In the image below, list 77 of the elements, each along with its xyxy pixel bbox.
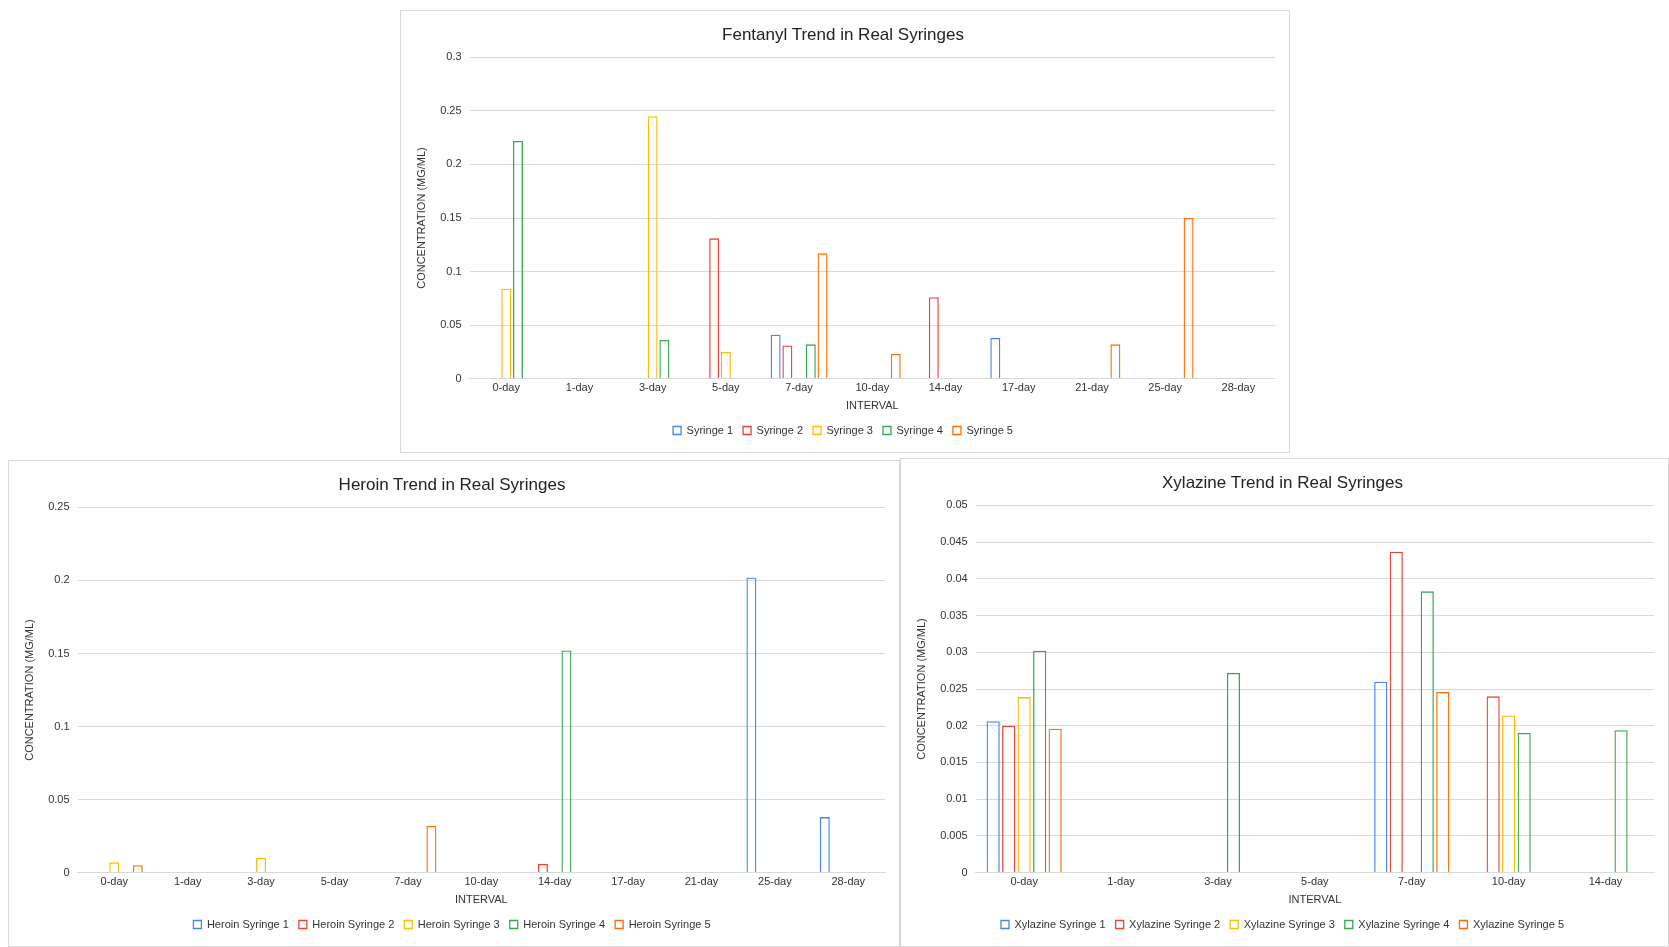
x-tick-label: 5-day [712, 381, 741, 394]
x-tick-label: 7-day [785, 381, 814, 394]
x-tick-label: 7-day [394, 875, 423, 888]
x-tick-label: 10-day [855, 381, 890, 394]
legend-label: Heroin Syringe 5 [628, 917, 711, 930]
x-tick-label: 25-day [758, 875, 793, 888]
x-axis-title: INTERVAL [845, 399, 899, 412]
y-tick-label: 0.2 [446, 157, 462, 170]
x-tick-label: 0-day [100, 875, 129, 888]
y-tick-label: 0.15 [440, 211, 462, 224]
y-tick-label: 0 [455, 371, 462, 384]
legend-label: Syringe 4 [896, 423, 943, 436]
x-tick-label: 1-day [1107, 875, 1136, 888]
y-tick-label: 0.005 [940, 828, 968, 841]
legend-label: Syringe 5 [966, 423, 1013, 436]
x-tick-label: 25-day [1148, 381, 1183, 394]
x-axis-title: INTERVAL [1288, 893, 1342, 906]
y-tick-label: 0.25 [440, 103, 462, 116]
legend-label: Xylazine Syringe 5 [1472, 917, 1565, 930]
x-tick-label: 7-day [1397, 875, 1427, 888]
legend-label: Syringe 2 [756, 423, 804, 436]
x-axis-title: INTERVAL [454, 893, 508, 906]
y-tick-label: 0.01 [946, 792, 968, 805]
legend-label: Heroin Syringe 2 [312, 917, 395, 930]
y-tick-label: 0.03 [946, 645, 968, 658]
x-tick-label: 1-day [565, 381, 594, 394]
y-tick-label: 0.015 [940, 755, 968, 768]
y-tick-label: 0 [63, 865, 70, 878]
legend-label: Xylazine Syringe 4 [1358, 917, 1450, 930]
y-axis-title: CONCENTRATION (MG/ML) [414, 147, 427, 289]
x-tick-label: 5-day [320, 875, 349, 888]
legend-label: Heroin Syringe 3 [417, 917, 500, 930]
x-tick-label: 21-day [1075, 381, 1110, 394]
y-tick-label: 0.05 [946, 498, 968, 511]
y-tick-label: 0.05 [440, 318, 462, 331]
x-tick-label: 14-day [537, 875, 573, 888]
chart-title: Heroin Trend in Real Syringes [338, 474, 566, 494]
y-tick-label: 0.05 [48, 792, 70, 805]
x-tick-label: 3-day [1204, 875, 1233, 888]
x-tick-label: 10-day [1491, 875, 1526, 888]
x-tick-label: 14-day [928, 381, 963, 394]
x-tick-label: 0-day [492, 381, 521, 394]
x-tick-label: 28-day [1221, 381, 1256, 394]
legend-label: Xylazine Syringe 1 [1014, 917, 1106, 930]
chart-title: Fentanyl Trend in Real Syringes [722, 24, 964, 44]
legend-label: Heroin Syringe 1 [206, 917, 289, 930]
x-tick-label: 5-day [1301, 875, 1330, 888]
y-tick-label: 0.045 [940, 535, 968, 548]
y-tick-label: 0.02 [946, 718, 968, 731]
x-tick-label: 28-day [831, 875, 866, 888]
x-tick-label: 3-day [638, 381, 667, 394]
y-tick-label: 0.1 [446, 264, 462, 277]
y-tick-label: 0 [961, 865, 968, 878]
legend-label: Heroin Syringe 4 [523, 917, 606, 930]
x-tick-label: 0-day [1010, 875, 1039, 888]
chart-title: Xylazine Trend in Real Syringes [1162, 472, 1403, 492]
y-tick-label: 0.3 [446, 50, 462, 63]
x-tick-label: 3-day [247, 875, 276, 888]
x-tick-label: 21-day [684, 875, 719, 888]
y-tick-label: 0.25 [48, 500, 70, 513]
y-tick-label: 0.035 [940, 608, 968, 621]
y-axis-title: CONCENTRATION (MG/ML) [22, 619, 35, 761]
x-tick-label: 14-day [1588, 875, 1623, 888]
y-tick-label: 0.025 [940, 682, 968, 695]
legend-label: Xylazine Syringe 2 [1129, 917, 1221, 930]
y-axis-title: CONCENTRATION (MG/ML) [914, 618, 927, 760]
y-tick-label: 0.04 [946, 571, 968, 584]
y-tick-label: 0.15 [48, 646, 70, 659]
y-tick-label: 0.1 [54, 719, 70, 732]
x-tick-label: 17-day [1001, 381, 1037, 394]
legend-label: Xylazine Syringe 3 [1243, 917, 1335, 930]
legend-label: Syringe 1 [686, 423, 734, 436]
x-tick-label: 17-day [611, 875, 646, 888]
legend-label: Syringe 3 [826, 423, 873, 436]
x-tick-label: 10-day [464, 875, 499, 888]
x-tick-label: 1-day [173, 875, 202, 888]
y-tick-label: 0.2 [54, 573, 70, 586]
